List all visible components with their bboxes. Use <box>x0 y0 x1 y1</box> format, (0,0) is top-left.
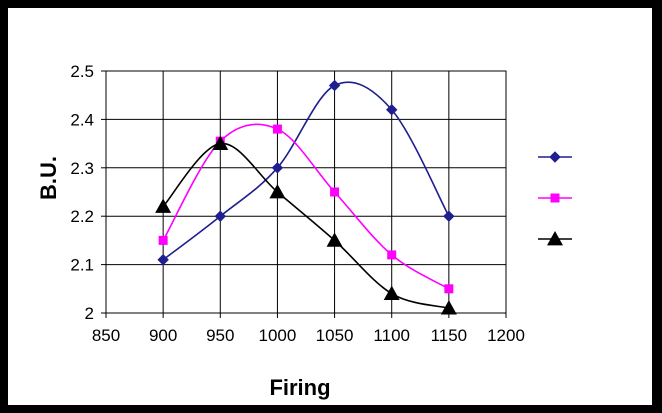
x-tick-label: 1150 <box>431 326 468 345</box>
data-point <box>444 284 454 294</box>
x-tick-label: 950 <box>206 326 234 345</box>
chart-area: 850 900 950 1000 1050 1100 1150 1200 2 2.1 2.2 2.3… <box>8 8 652 405</box>
x-tick-label: 1200 <box>487 326 525 345</box>
y-tick-label: 2.1 <box>70 256 94 275</box>
x-axis-label: Firing <box>269 375 330 400</box>
x-tick-label: 1050 <box>316 326 354 345</box>
legend-marker-3 <box>547 231 563 246</box>
data-point <box>386 104 398 116</box>
x-tick-label: 1000 <box>259 326 297 345</box>
y-tick-label: 2.5 <box>70 62 94 81</box>
y-axis-ticks: 2 2.1 2.2 2.3 2.4 2.5 <box>70 62 106 323</box>
legend-marker-1 <box>549 151 561 163</box>
legend <box>538 151 572 246</box>
plot-area <box>105 70 507 314</box>
data-point <box>326 232 343 247</box>
x-tick-label: 1100 <box>373 326 410 345</box>
y-tick-label: 2 <box>85 304 94 323</box>
data-point <box>440 300 457 315</box>
y-tick-label: 2.4 <box>70 110 94 129</box>
data-point <box>387 250 397 260</box>
data-point <box>383 285 400 301</box>
data-point <box>271 162 284 174</box>
x-tick-label: 900 <box>149 326 177 345</box>
legend-marker-2 <box>550 193 560 203</box>
y-tick-label: 2.2 <box>70 207 94 226</box>
line-chart: 850 900 950 1000 1050 1100 1150 1200 2 2.1 2.2 2.3… <box>36 62 572 400</box>
data-point <box>272 124 282 134</box>
x-tick-label: 850 <box>92 326 120 345</box>
y-axis-label: B.U. <box>36 156 61 200</box>
data-point <box>328 79 341 92</box>
data-point <box>155 198 172 213</box>
data-point <box>269 184 286 199</box>
x-axis-ticks: 850 900 950 1000 1050 1100 1150 1200 <box>92 313 525 345</box>
data-point <box>214 210 226 222</box>
gridlines <box>105 70 507 314</box>
series-markers <box>155 79 457 315</box>
data-point <box>158 235 168 245</box>
series-lines <box>162 81 450 309</box>
y-tick-label: 2.3 <box>70 159 94 178</box>
data-point <box>330 187 340 197</box>
series-line-1 <box>162 81 450 261</box>
data-point <box>157 254 169 266</box>
data-point <box>212 135 229 150</box>
data-point <box>443 210 455 222</box>
